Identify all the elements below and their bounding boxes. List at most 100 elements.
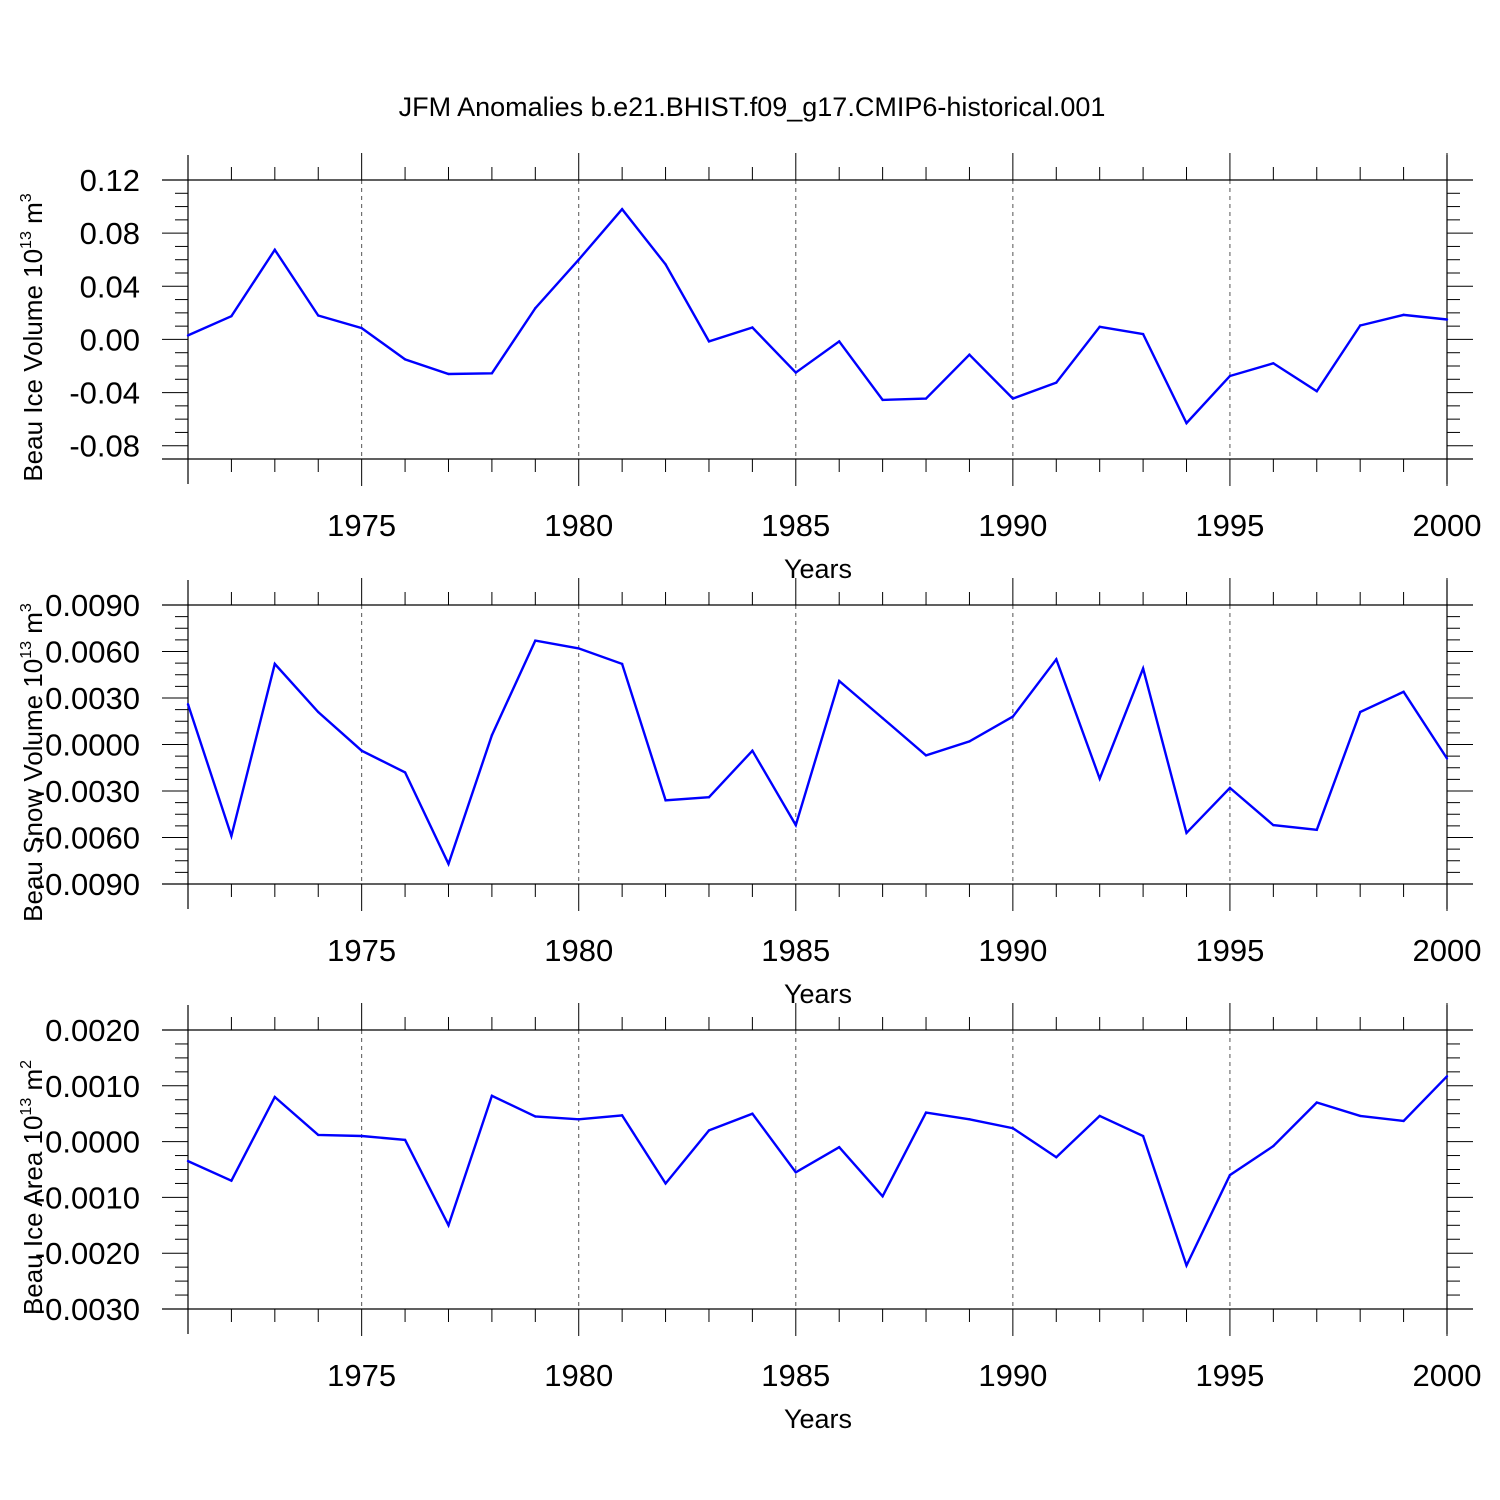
- x-tick-label: 1980: [544, 508, 613, 543]
- data-point: [186, 1159, 190, 1163]
- data-point: [881, 1195, 884, 1198]
- data-point: [360, 749, 363, 752]
- series-line: [186, 639, 1449, 868]
- data-point: [968, 353, 971, 356]
- data-point: [1228, 374, 1232, 378]
- data-point: [1011, 715, 1015, 718]
- y-tick-label: -0.0010: [35, 1180, 140, 1215]
- data-point: [1185, 831, 1188, 835]
- data-point: [1098, 325, 1101, 329]
- y-tick-label: 0.00: [80, 322, 140, 357]
- data-point: [1228, 786, 1232, 790]
- data-point: [230, 1179, 233, 1182]
- y-axis-label: Beau Ice Area 1013 m2: [18, 1060, 48, 1315]
- y-tick-label: -0.0030: [35, 1292, 140, 1327]
- data-point: [447, 862, 450, 866]
- data-point: [1141, 667, 1145, 670]
- data-point: [794, 371, 797, 374]
- data-point: [1315, 828, 1318, 831]
- data-point: [620, 208, 624, 211]
- data-point: [1098, 777, 1101, 780]
- data-point: [1272, 362, 1275, 365]
- y-tick-label: -0.0030: [35, 774, 140, 809]
- x-tick-label: 1980: [544, 1358, 613, 1393]
- panels: 1975 1980 1985 1990 1995 2000 0.12 0.08 0.04 0.00…: [18, 153, 1481, 1434]
- data-point: [968, 1118, 971, 1121]
- x-tick-label: 1975: [327, 1358, 396, 1393]
- y-tick-label: 0.08: [80, 216, 140, 251]
- data-point: [1185, 1264, 1188, 1267]
- data-point: [968, 740, 971, 743]
- data-point: [186, 334, 190, 337]
- data-point: [1055, 1156, 1058, 1159]
- data-point: [1228, 1173, 1232, 1177]
- data-point: [1272, 1144, 1275, 1148]
- x-tick-label: 1975: [327, 508, 396, 543]
- x-tick-label: 1985: [761, 933, 830, 968]
- y-tick-label: 0.0000: [45, 1125, 140, 1160]
- data-point: [317, 710, 320, 714]
- y-tick-label: -0.08: [69, 429, 140, 464]
- data-point: [534, 1115, 537, 1118]
- data-point: [1445, 757, 1449, 760]
- data-point: [1055, 381, 1058, 384]
- data-point: [924, 1111, 928, 1114]
- y-tick-label: 0.0010: [45, 1069, 140, 1104]
- data-point: [1358, 324, 1362, 327]
- x-tick-label: 1975: [327, 933, 396, 968]
- data-point: [230, 834, 233, 838]
- data-point: [1402, 1119, 1405, 1123]
- x-tick-label: 1995: [1195, 1358, 1264, 1393]
- data-point: [1445, 1075, 1449, 1078]
- x-axis-label: Years: [784, 1404, 852, 1434]
- y-tick-label: -0.0090: [35, 867, 140, 902]
- y-tick-label: 0.0060: [45, 635, 140, 670]
- x-tick-label: 2000: [1413, 933, 1482, 968]
- y-tick-label: -0.0060: [35, 821, 140, 856]
- y-tick-label: -0.0020: [35, 1236, 140, 1271]
- data-point: [534, 307, 537, 310]
- data-point: [1402, 313, 1405, 317]
- data-point: [1315, 390, 1318, 393]
- y-axis-label: Beau Ice Volume 1013 m3: [18, 193, 48, 481]
- data-point: [751, 749, 754, 752]
- y-axis-label: Beau Snow Volume 1013 m3: [18, 603, 48, 922]
- data-point: [360, 1134, 363, 1138]
- y-tick-label: 0.0090: [45, 588, 140, 623]
- data-point: [186, 703, 190, 706]
- x-tick-label: 1985: [761, 508, 830, 543]
- x-axis-label: Years: [784, 979, 852, 1009]
- data-point: [490, 734, 494, 737]
- data-point: [1011, 1127, 1015, 1130]
- y-tick-label: 0.04: [80, 269, 140, 304]
- x-tick-label: 1980: [544, 933, 613, 968]
- series-line: [187, 1075, 1448, 1269]
- data-point: [620, 662, 624, 666]
- data-point: [360, 326, 363, 330]
- data-point: [1141, 1134, 1145, 1138]
- y-tick-label: 0.0000: [45, 728, 140, 763]
- data-point: [924, 397, 928, 400]
- x-axis-label: Years: [784, 554, 852, 584]
- data-point: [1445, 318, 1449, 321]
- data-point: [1272, 823, 1275, 827]
- panel-ice-volume: 1975 1980 1985 1990 1995 2000 0.12 0.08 0.04 0.00…: [18, 153, 1481, 584]
- data-point: [273, 248, 277, 251]
- y-tick-label: -0.04: [69, 376, 140, 411]
- data-point: [881, 716, 884, 720]
- data-point: [838, 340, 841, 343]
- data-point: [403, 358, 407, 361]
- x-tick-label: 1995: [1195, 508, 1264, 543]
- data-point: [838, 679, 841, 683]
- data-point: [1011, 397, 1015, 400]
- data-point: [1098, 1114, 1101, 1118]
- data-point: [403, 1138, 407, 1142]
- data-point: [794, 823, 797, 827]
- data-point: [924, 754, 928, 757]
- data-point: [577, 647, 580, 650]
- data-point: [751, 1112, 754, 1115]
- data-point: [1402, 690, 1405, 693]
- data-point: [577, 258, 580, 261]
- data-point: [1141, 332, 1145, 336]
